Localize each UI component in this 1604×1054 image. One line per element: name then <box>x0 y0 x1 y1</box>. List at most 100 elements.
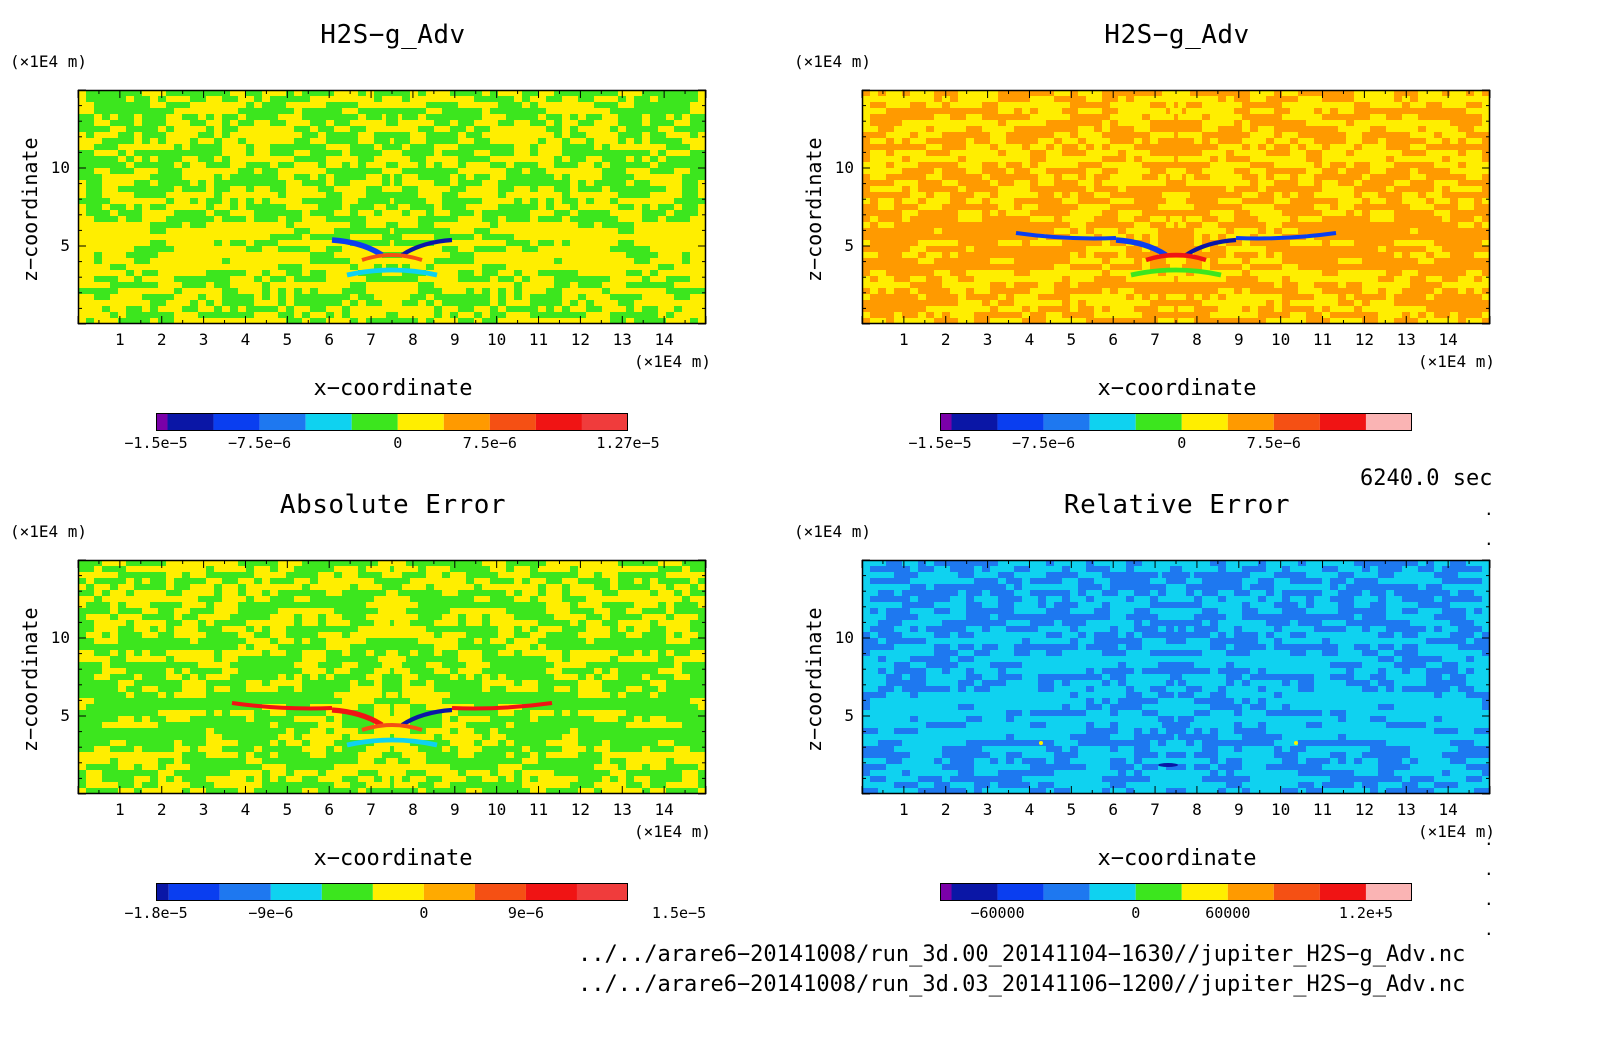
x-tick-label: 2 <box>156 800 167 819</box>
x-tick-label: 5 <box>282 330 293 349</box>
colorbar <box>940 883 1412 901</box>
colorbar-label: −1.8e−5 <box>124 904 188 922</box>
colorbar-swatch <box>997 883 1044 901</box>
colorbar-label: −7.5e−6 <box>228 434 292 452</box>
colorbar-swatch <box>525 883 577 901</box>
x-tick-label: 5 <box>1066 330 1077 349</box>
x-tick-label: 1 <box>115 800 125 819</box>
colorbar-label: 0 <box>1177 434 1187 452</box>
x-tick-label: 6 <box>324 330 335 349</box>
colorbar-swatch <box>1181 883 1228 901</box>
colorbar-swatch <box>1043 883 1090 901</box>
colorbar-swatch <box>951 413 998 431</box>
colorbar-swatch <box>997 413 1044 431</box>
colorbar-swatch <box>305 413 352 431</box>
x-tick-label: 14 <box>654 800 674 819</box>
x-tick-label: 12 <box>1354 330 1375 349</box>
colorbar-swatch <box>535 413 582 431</box>
colorbar-swatch <box>1319 883 1366 901</box>
x-tick-label: 10 <box>1271 330 1291 349</box>
x-tick-label: 12 <box>570 330 591 349</box>
colorbar-swatch <box>489 413 536 431</box>
colorbar-swatch <box>1319 413 1366 431</box>
x-tick-label: 9 <box>1233 330 1244 349</box>
x-unit-label: (×1E4 m) <box>1418 822 1496 841</box>
colorbar-label: −1.5e−5 <box>124 434 188 452</box>
y-tick-label: 5 <box>60 236 70 255</box>
x-tick-label: 5 <box>1066 800 1077 819</box>
colorbar-label: −7.5e−6 <box>1012 434 1076 452</box>
decor-dot: . <box>1484 500 1494 519</box>
colorbar <box>156 413 628 431</box>
contour-plot <box>77 89 707 325</box>
contour-plot <box>861 89 1491 325</box>
contour-plot <box>77 559 707 795</box>
decor-dot: . <box>1484 530 1494 549</box>
x-axis-label: x−coordinate <box>313 376 473 401</box>
colorbar-swatch <box>1089 883 1136 901</box>
colorbar-swatch <box>576 883 628 901</box>
decor-dot: . <box>1484 830 1494 849</box>
x-tick-label: 4 <box>1024 800 1035 819</box>
x-tick-label: 3 <box>198 330 209 349</box>
x-tick-label: 6 <box>1108 330 1119 349</box>
colorbar-swatch <box>156 413 168 431</box>
file-path-1: ../../arare6−20141008/run_3d.00_20141104… <box>578 942 1466 967</box>
colorbar-label: 9e−6 <box>507 904 544 922</box>
timestamp-label: 6240.0 sec <box>1360 466 1493 491</box>
colorbar-swatch <box>1227 413 1274 431</box>
y-tick-label: 10 <box>50 158 70 177</box>
colorbar-swatch <box>940 883 952 901</box>
colorbar-label: −9e−6 <box>248 904 294 922</box>
x-tick-label: 3 <box>982 800 993 819</box>
y-tick-label: 5 <box>844 236 854 255</box>
y-tick-label: 5 <box>844 706 854 725</box>
colorbar-swatch <box>219 883 271 901</box>
x-tick-label: 11 <box>1312 800 1333 819</box>
x-tick-label: 7 <box>1150 800 1160 819</box>
x-tick-label: 11 <box>528 800 549 819</box>
y-unit-label: (×1E4 m) <box>794 522 872 541</box>
central-anomaly <box>231 701 553 748</box>
x-axis-label: x−coordinate <box>1097 846 1257 871</box>
x-unit-label: (×1E4 m) <box>634 352 712 371</box>
colorbar-label: 0 <box>1131 904 1141 922</box>
x-unit-label: (×1E4 m) <box>634 822 712 841</box>
colorbar-swatch <box>1135 883 1182 901</box>
panel-title: H2S−g_Adv <box>320 20 466 50</box>
colorbar-swatch <box>1227 883 1274 901</box>
y-unit-label: (×1E4 m) <box>794 52 872 71</box>
x-tick-label: 4 <box>240 330 251 349</box>
decor-dot: . <box>1484 890 1494 909</box>
x-tick-label: 6 <box>1108 800 1119 819</box>
x-axis-label: x−coordinate <box>313 846 473 871</box>
colorbar-swatch <box>423 883 475 901</box>
central-anomaly <box>1015 231 1337 278</box>
contour-plot <box>861 559 1491 795</box>
x-tick-label: 13 <box>612 800 632 819</box>
colorbar-swatch <box>443 413 490 431</box>
colorbar-swatch <box>168 883 220 901</box>
x-tick-label: 5 <box>282 800 293 819</box>
panel-title: Relative Error <box>1063 490 1291 520</box>
y-unit-label: (×1E4 m) <box>10 52 88 71</box>
file-path-2: ../../arare6−20141008/run_3d.03_20141106… <box>578 972 1466 997</box>
x-tick-label: 3 <box>198 800 209 819</box>
x-tick-label: 4 <box>240 800 251 819</box>
x-tick-label: 1 <box>115 330 125 349</box>
x-tick-label: 2 <box>940 330 951 349</box>
colorbar <box>156 883 628 901</box>
y-tick-label: 10 <box>834 158 854 177</box>
y-tick-label: 10 <box>50 628 70 647</box>
central-anomaly <box>331 237 453 278</box>
colorbar-swatch <box>1089 413 1136 431</box>
colorbar-swatch <box>321 883 373 901</box>
x-tick-label: 13 <box>1396 800 1416 819</box>
x-tick-label: 8 <box>1192 330 1202 349</box>
x-tick-label: 9 <box>1233 800 1244 819</box>
colorbar-swatch <box>397 413 444 431</box>
colorbar-swatch <box>1043 413 1090 431</box>
y-tick-label: 5 <box>60 706 70 725</box>
colorbar-label: −60000 <box>970 904 1025 922</box>
x-tick-label: 8 <box>408 330 418 349</box>
